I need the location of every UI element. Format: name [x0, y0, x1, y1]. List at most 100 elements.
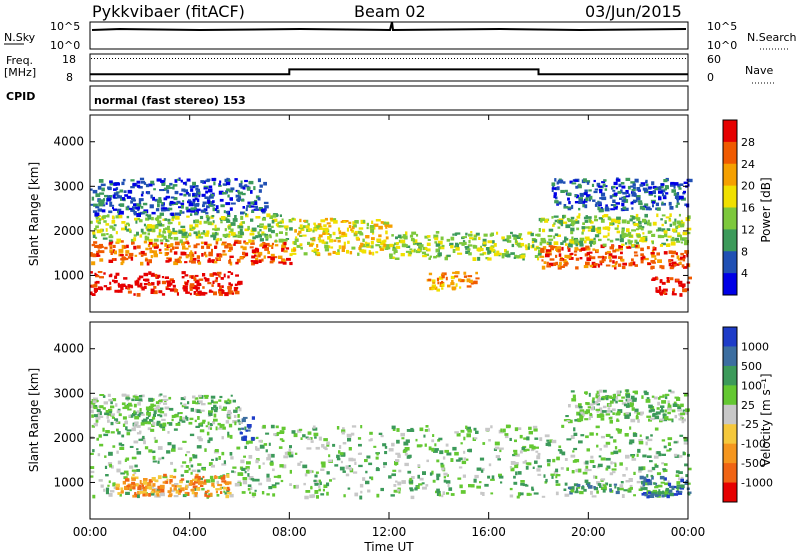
echo-cell [398, 490, 401, 494]
echo-cell [190, 464, 194, 468]
echo-cell [99, 250, 105, 254]
echo-cell [153, 286, 157, 289]
echo-cell [150, 288, 155, 293]
echo-cell [206, 431, 210, 436]
echo-cell [204, 490, 209, 494]
echo-cell [122, 416, 127, 420]
echo-cell [408, 479, 414, 484]
echo-cell [116, 182, 120, 186]
echo-cell [555, 247, 558, 251]
echo-cell [343, 494, 346, 498]
echo-cell [160, 492, 165, 497]
echo-cell [248, 476, 254, 480]
echo-cell [683, 266, 688, 269]
echo-cell [186, 208, 192, 213]
echo-cell [108, 242, 113, 246]
echo-cell [647, 219, 650, 223]
echo-cell [110, 405, 115, 409]
echo-cell [634, 390, 638, 395]
echo-cell [156, 420, 161, 424]
echo-cell [668, 489, 673, 493]
echo-cell [215, 238, 219, 242]
echo-cell [197, 416, 200, 420]
echo-cell [431, 279, 436, 283]
echo-cell [141, 231, 147, 235]
echo-cell [125, 206, 130, 211]
echo-cell [652, 489, 658, 493]
echo-cell [270, 225, 274, 228]
echo-cell [153, 188, 156, 191]
echo-cell [680, 256, 683, 260]
echo-cell [205, 479, 211, 483]
echo-cell [189, 480, 193, 484]
echo-cell [189, 433, 195, 437]
echo-cell [600, 218, 605, 223]
echo-cell [120, 286, 124, 290]
echo-cell [323, 484, 328, 488]
echo-cell [229, 197, 233, 201]
echo-cell [167, 490, 172, 493]
echo-cell [206, 198, 211, 202]
echo-cell [650, 409, 655, 412]
echo-cell [350, 432, 355, 436]
echo-cell [566, 217, 570, 221]
echo-cell [326, 491, 329, 496]
echo-cell [589, 195, 593, 200]
echo-cell [216, 227, 220, 231]
echo-cell [683, 411, 688, 415]
echo-cell [352, 221, 357, 225]
echo-cell [210, 464, 215, 468]
echo-cell [653, 482, 656, 485]
echo-cell [658, 286, 662, 290]
echo-cell [182, 181, 187, 185]
echo-cell [441, 287, 444, 290]
echo-cell [527, 462, 532, 466]
echo-cell [294, 452, 298, 455]
echo-cell [349, 251, 353, 255]
echo-cell [617, 487, 620, 491]
echo-cell [142, 435, 145, 439]
echo-cell [188, 199, 191, 202]
echo-cell [389, 256, 395, 259]
echo-cell [563, 214, 567, 218]
echo-cell [494, 446, 500, 450]
echo-cell [640, 247, 644, 252]
echo-cell [125, 397, 131, 400]
echo-cell [192, 198, 196, 203]
echo-cell [313, 228, 318, 232]
echo-cell [466, 278, 471, 283]
echo-cell [679, 195, 684, 200]
echo-cell [242, 192, 246, 196]
echo-cell [657, 259, 662, 263]
echo-cell [122, 178, 126, 182]
echo-cell [184, 406, 189, 409]
echo-cell [140, 422, 145, 426]
echo-cell [485, 427, 490, 432]
echo-cell [514, 254, 518, 259]
echo-cell [102, 233, 106, 236]
echo-cell [676, 199, 679, 204]
echo-cell [394, 257, 400, 260]
echo-cell [112, 258, 116, 261]
echo-cell [567, 246, 570, 250]
echo-cell [207, 243, 212, 247]
echo-cell [389, 243, 394, 248]
echo-cell [108, 259, 114, 263]
echo-cell [148, 405, 154, 409]
echo-cell [513, 462, 517, 465]
echo-cell [578, 197, 583, 200]
echo-cell [186, 480, 190, 483]
echo-cell [113, 224, 117, 227]
echo-cell [683, 242, 689, 246]
echo-cell [357, 252, 360, 256]
echo-cell [136, 180, 141, 184]
echo-cell [131, 476, 135, 479]
echo-cell [329, 234, 332, 238]
echo-cell [621, 494, 625, 498]
echo-cell [267, 223, 271, 228]
echo-cell [138, 186, 143, 189]
echo-cell [132, 413, 136, 417]
echo-cell [556, 456, 560, 461]
echo-cell [313, 248, 317, 252]
echo-cell [118, 248, 124, 253]
